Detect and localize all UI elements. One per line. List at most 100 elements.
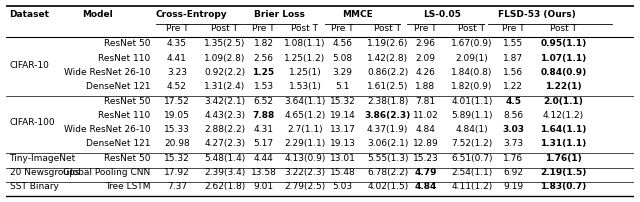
Text: 0.92(2.2): 0.92(2.2)	[204, 67, 245, 77]
Text: 3.29: 3.29	[333, 67, 353, 77]
Text: 12.89: 12.89	[413, 139, 438, 148]
Text: Post T: Post T	[374, 24, 401, 33]
Text: 7.81: 7.81	[415, 96, 435, 105]
Text: 4.27(2.3): 4.27(2.3)	[204, 139, 245, 148]
Text: 4.13(0.9): 4.13(0.9)	[284, 153, 326, 162]
Text: 1.83(0.7): 1.83(0.7)	[540, 182, 586, 190]
Text: 17.52: 17.52	[164, 96, 190, 105]
Text: 4.01(1.1): 4.01(1.1)	[451, 96, 492, 105]
Text: Global Pooling CNN: Global Pooling CNN	[63, 167, 150, 176]
Text: 7.52(1.2): 7.52(1.2)	[451, 139, 492, 148]
Text: 15.32: 15.32	[164, 153, 190, 162]
Text: 4.84(1): 4.84(1)	[456, 125, 488, 134]
Text: Pre T: Pre T	[332, 24, 354, 33]
Text: 19.05: 19.05	[164, 110, 190, 119]
Text: 9.19: 9.19	[503, 182, 524, 190]
Text: 1.55: 1.55	[503, 39, 524, 48]
Text: 7.37: 7.37	[167, 182, 187, 190]
Text: 2.38(1.8): 2.38(1.8)	[367, 96, 408, 105]
Text: 2.56: 2.56	[253, 53, 273, 62]
Text: 5.03: 5.03	[333, 182, 353, 190]
Text: 4.44: 4.44	[253, 153, 273, 162]
Text: 15.33: 15.33	[164, 125, 190, 134]
Text: DenseNet 121: DenseNet 121	[86, 139, 150, 148]
Text: 2.96: 2.96	[415, 39, 435, 48]
Text: 1.64(1.1): 1.64(1.1)	[540, 125, 586, 134]
Text: 5.48(1.4): 5.48(1.4)	[204, 153, 245, 162]
Text: Pre T: Pre T	[166, 24, 188, 33]
Text: 1.31(2.4): 1.31(2.4)	[204, 82, 245, 91]
Text: 20 Newsgroups: 20 Newsgroups	[10, 167, 79, 176]
Text: 19.13: 19.13	[330, 139, 355, 148]
Text: 4.43(2.3): 4.43(2.3)	[204, 110, 245, 119]
Text: 1.07(1.1): 1.07(1.1)	[540, 53, 586, 62]
Text: 1.19(2.6): 1.19(2.6)	[367, 39, 408, 48]
Text: 2.7(1.1): 2.7(1.1)	[287, 125, 323, 134]
Text: 4.37(1.9): 4.37(1.9)	[367, 125, 408, 134]
Text: 4.02(1.5): 4.02(1.5)	[367, 182, 408, 190]
Text: MMCE: MMCE	[342, 11, 373, 19]
Text: 6.92: 6.92	[503, 167, 523, 176]
Text: 1.76: 1.76	[503, 153, 524, 162]
Text: 1.82: 1.82	[253, 39, 273, 48]
Text: 2.09: 2.09	[415, 53, 435, 62]
Text: 1.35(2.5): 1.35(2.5)	[204, 39, 245, 48]
Text: 3.06(2.1): 3.06(2.1)	[367, 139, 408, 148]
Text: 6.51(0.7): 6.51(0.7)	[451, 153, 493, 162]
Text: Wide ResNet 26-10: Wide ResNet 26-10	[64, 125, 150, 134]
Text: 2.19(1.5): 2.19(1.5)	[540, 167, 586, 176]
Text: 15.48: 15.48	[330, 167, 355, 176]
Text: 1.31(1.1): 1.31(1.1)	[540, 139, 586, 148]
Text: ResNet 50: ResNet 50	[104, 153, 150, 162]
Text: 1.82(0.9): 1.82(0.9)	[451, 82, 492, 91]
Text: 0.86(2.2): 0.86(2.2)	[367, 67, 408, 77]
Text: Cross-Entropy: Cross-Entropy	[156, 11, 227, 19]
Text: Brier Loss: Brier Loss	[254, 11, 305, 19]
Text: 3.03: 3.03	[502, 125, 524, 134]
Text: 3.23: 3.23	[167, 67, 187, 77]
Text: 3.42(2.1): 3.42(2.1)	[204, 96, 245, 105]
Text: Post T: Post T	[291, 24, 319, 33]
Text: FLSD-53 (Ours): FLSD-53 (Ours)	[497, 11, 575, 19]
Text: CIFAR-10: CIFAR-10	[10, 60, 49, 69]
Text: 5.17: 5.17	[253, 139, 274, 148]
Text: 4.84: 4.84	[415, 125, 435, 134]
Text: LS-0.05: LS-0.05	[424, 11, 461, 19]
Text: 15.23: 15.23	[413, 153, 438, 162]
Text: 4.79: 4.79	[414, 167, 436, 176]
Text: Tiny-ImageNet: Tiny-ImageNet	[10, 153, 76, 162]
Text: 4.12(1.2): 4.12(1.2)	[543, 110, 584, 119]
Text: 1.56: 1.56	[503, 67, 524, 77]
Text: 2.29(1.1): 2.29(1.1)	[284, 139, 326, 148]
Text: 3.73: 3.73	[503, 139, 524, 148]
Text: Pre T: Pre T	[252, 24, 275, 33]
Text: 6.52: 6.52	[253, 96, 273, 105]
Text: ResNet 50: ResNet 50	[104, 96, 150, 105]
Text: 19.14: 19.14	[330, 110, 355, 119]
Text: 1.22: 1.22	[503, 82, 523, 91]
Text: 2.88(2.2): 2.88(2.2)	[204, 125, 245, 134]
Text: 4.84: 4.84	[414, 182, 436, 190]
Text: 1.42(2.8): 1.42(2.8)	[367, 53, 408, 62]
Text: 0.95(1.1): 0.95(1.1)	[540, 39, 586, 48]
Text: 11.02: 11.02	[413, 110, 438, 119]
Text: 4.65(1.2): 4.65(1.2)	[284, 110, 326, 119]
Text: 1.61(2.5): 1.61(2.5)	[367, 82, 408, 91]
Text: 13.58: 13.58	[251, 167, 276, 176]
Text: 1.25: 1.25	[253, 67, 275, 77]
Text: 2.79(2.5): 2.79(2.5)	[284, 182, 326, 190]
Text: 5.55(1.3): 5.55(1.3)	[367, 153, 408, 162]
Text: 3.86(2.3): 3.86(2.3)	[365, 110, 411, 119]
Text: Post T: Post T	[211, 24, 238, 33]
Text: 1.67(0.9): 1.67(0.9)	[451, 39, 493, 48]
Text: 2.54(1.1): 2.54(1.1)	[451, 167, 492, 176]
Text: 1.88: 1.88	[415, 82, 435, 91]
Text: Tree LSTM: Tree LSTM	[105, 182, 150, 190]
Text: Pre T: Pre T	[502, 24, 525, 33]
Text: 0.84(0.9): 0.84(0.9)	[540, 67, 586, 77]
Text: 9.01: 9.01	[253, 182, 274, 190]
Text: 1.09(2.8): 1.09(2.8)	[204, 53, 245, 62]
Text: 8.56: 8.56	[503, 110, 524, 119]
Text: Wide ResNet 26-10: Wide ResNet 26-10	[64, 67, 150, 77]
Text: 1.76(1): 1.76(1)	[545, 153, 582, 162]
